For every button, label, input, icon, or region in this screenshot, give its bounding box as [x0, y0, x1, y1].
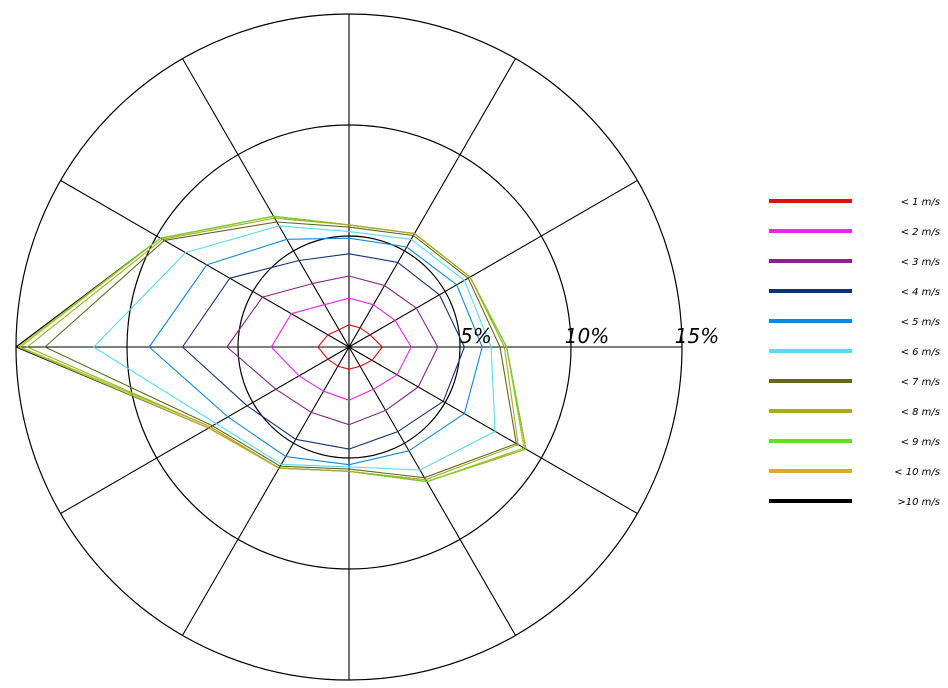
series-3-polygon	[226, 275, 439, 426]
legend: < 1 m/s < 2 m/s < 3 m/s < 4 m/s < 5 m/s < 6 m…	[769, 197, 940, 508]
legend-label-11: >10 m/s	[897, 497, 940, 508]
series-2-polygon	[270, 297, 412, 401]
legend-label-5: < 5 m/s	[901, 317, 940, 328]
ring-label-5: 5%	[460, 324, 492, 348]
legend-label-9: < 9 m/s	[901, 437, 940, 448]
legend-label-1: < 1 m/s	[901, 197, 940, 208]
series-4-polygon	[181, 253, 465, 450]
spoke-150-deg	[182, 58, 516, 636]
legend-label-3: < 3 m/s	[901, 257, 940, 268]
legend-label-8: < 8 m/s	[901, 407, 940, 418]
ring-label-15: 15%	[675, 324, 719, 348]
series-1-polygon	[317, 324, 383, 370]
series-6-polygon	[93, 225, 496, 471]
series-10-polygon	[17, 215, 527, 483]
polar-grid	[15, 13, 683, 681]
legend-label-2: < 2 m/s	[901, 227, 940, 238]
ring-labels: 5% 10% 15%	[460, 324, 719, 348]
legend-label-10: < 10 m/s	[894, 467, 940, 478]
series-11-polygon	[15, 215, 527, 483]
legend-label-7: < 7 m/s	[901, 377, 940, 388]
series-7-polygon	[44, 221, 517, 479]
series-5-polygon	[148, 237, 483, 466]
series-8-polygon	[26, 217, 519, 481]
legend-label-6: < 6 m/s	[901, 347, 940, 358]
ring-label-10: 10%	[565, 324, 609, 348]
legend-label-4: < 4 m/s	[901, 287, 940, 298]
series-layer	[15, 215, 527, 483]
